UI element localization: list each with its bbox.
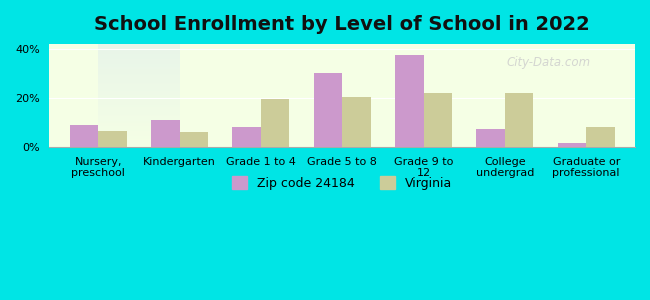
Bar (151, 120, 179, 147)
Bar (261, 99, 289, 147)
Bar (233, 128, 261, 147)
Bar (343, 97, 370, 147)
Bar (424, 93, 452, 147)
Bar (179, 132, 208, 147)
Bar (98, 131, 127, 147)
Bar (505, 93, 534, 147)
Bar (586, 128, 615, 147)
Bar (70, 125, 98, 147)
Text: City-Data.com: City-Data.com (506, 56, 590, 69)
Bar (314, 74, 343, 147)
Bar (395, 55, 424, 147)
Bar (476, 129, 505, 147)
Bar (558, 143, 586, 147)
Title: School Enrollment by Level of School in 2022: School Enrollment by Level of School in … (94, 15, 590, 34)
Legend: Zip code 24184, Virginia: Zip code 24184, Virginia (227, 171, 457, 195)
